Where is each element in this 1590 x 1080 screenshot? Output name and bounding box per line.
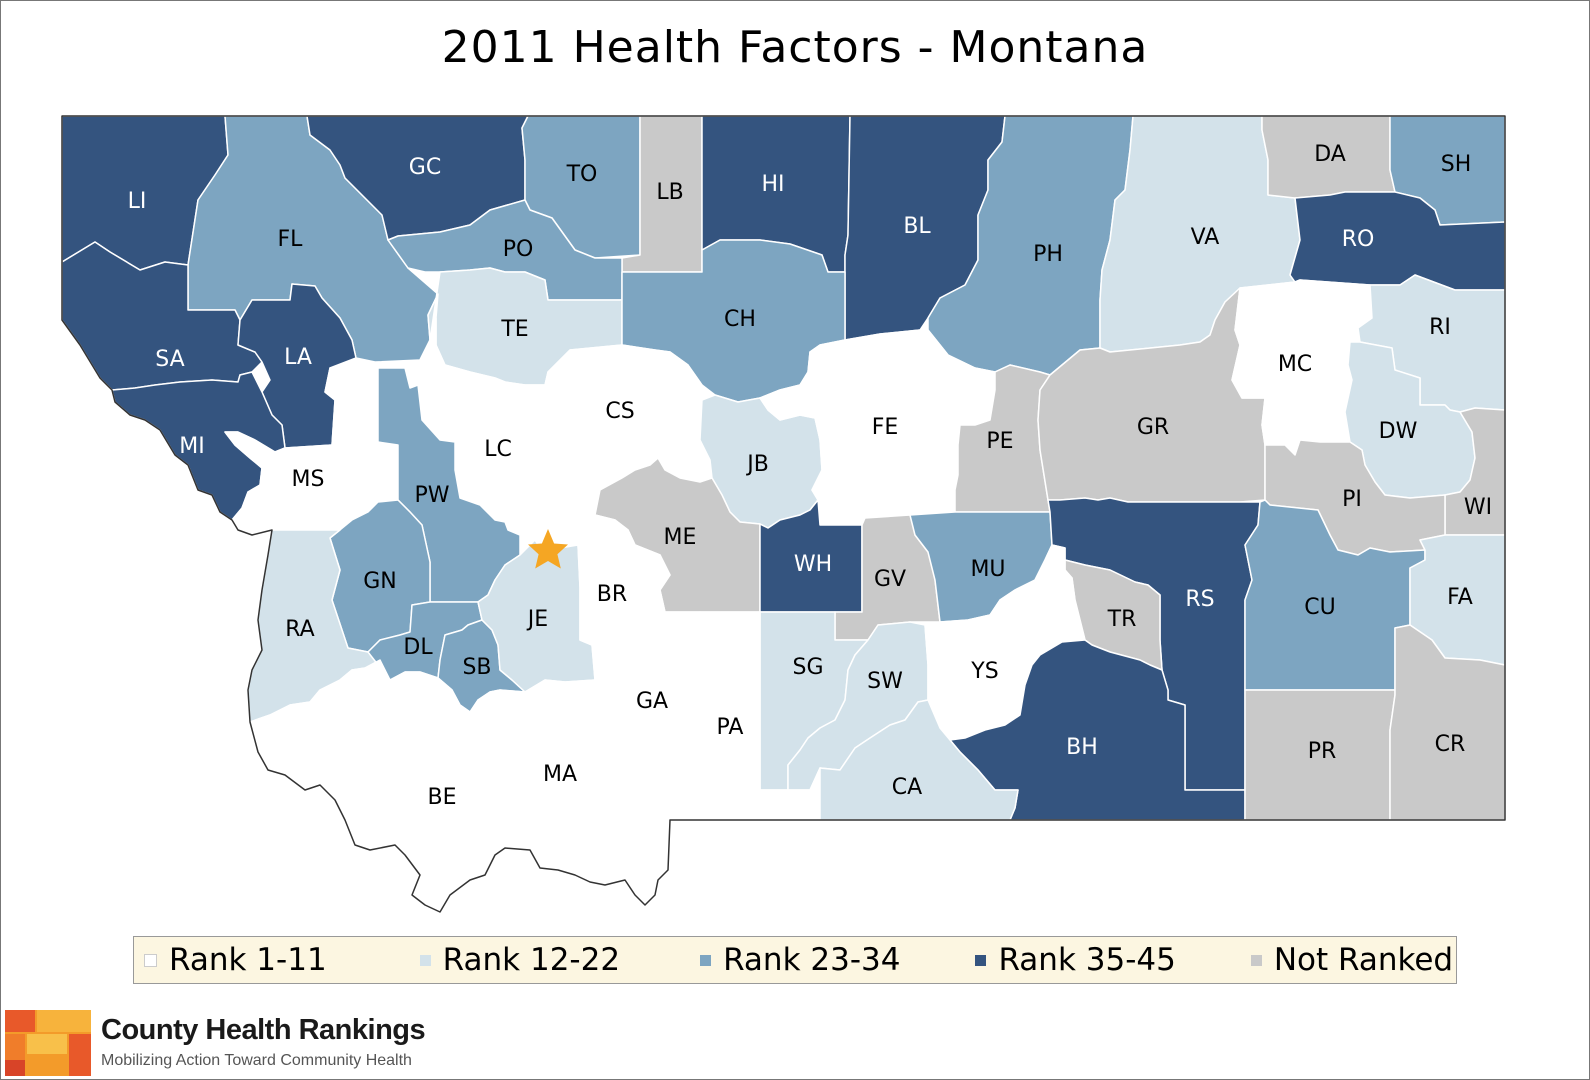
county-label-cu: CU [1304,595,1335,620]
county-label-te: TE [500,317,528,342]
county-label-dl: DL [403,635,433,660]
county-label-je: JE [526,607,548,632]
county-label-gv: GV [874,567,906,592]
county-labels-layer: LI FL GC TO LB HI BL PH VA DA SH RO PO TE CH SA LA MI MS LC… [128,142,1493,810]
county-label-sw: SW [867,669,903,694]
county-label-ch: CH [724,307,756,332]
county-label-cs: CS [605,399,634,424]
county-br [577,514,671,681]
county-label-gc: GC [409,155,441,180]
legend-swatch [419,954,431,966]
legend-label: Rank 35-45 [998,942,1176,978]
legend-label: Rank 1-11 [169,942,327,978]
county-label-hi: HI [761,172,784,197]
county-label-ph: PH [1033,242,1063,267]
legend-item-not-ranked: Not Ranked [1250,942,1454,978]
county-label-br: BR [597,582,627,607]
county-label-sh: SH [1441,152,1472,177]
county-label-wi: WI [1464,495,1492,520]
county-label-la: LA [284,345,312,370]
county-label-pi: PI [1342,487,1362,512]
county-label-sg: SG [792,655,823,680]
county-label-fa: FA [1447,585,1473,610]
state-outline [61,115,1506,913]
county-label-mc: MC [1278,352,1312,377]
county-label-bh: BH [1066,735,1098,760]
county-label-tr: TR [1107,607,1137,632]
county-label-ro: RO [1342,227,1375,252]
legend-label: Not Ranked [1273,942,1454,978]
county-label-pw: PW [414,483,449,508]
county-label-ma: MA [543,762,577,787]
map-title: 2011 Health Factors - Montana [441,22,1149,73]
legend-item-rank-12-22: Rank 12-22 [419,942,621,978]
county-label-pr: PR [1308,739,1337,764]
legend-swatch [700,954,712,966]
county-label-ri: RI [1429,315,1451,340]
legend: Rank 1-11 Rank 12-22 Rank 23-34 Rank 35-… [133,936,1457,984]
logo-title: County Health Rankings [101,1014,426,1046]
legend-item-rank-35-45: Rank 35-45 [975,942,1176,978]
county-pa [669,611,821,821]
counties-layer [61,115,1506,913]
county-label-ms: MS [292,467,325,492]
county-label-ga: GA [636,689,668,714]
county-label-fe: FE [872,415,899,440]
county-label-me: ME [664,525,697,550]
county-label-pe: PE [986,429,1013,454]
county-label-mi: MI [179,434,204,459]
county-label-to: TO [566,162,598,187]
legend-label: Rank 12-22 [442,942,621,978]
county-label-da: DA [1314,142,1346,167]
county-label-fl: FL [278,227,304,252]
county-label-wh: WH [794,552,832,577]
county-label-ys: YS [970,659,998,684]
county-label-va: VA [1191,225,1220,250]
county-label-rs: RS [1185,587,1214,612]
county-label-dw: DW [1379,419,1418,444]
legend-swatch [1250,954,1262,966]
county-ma [469,679,626,886]
county-label-mu: MU [970,557,1005,582]
legend-label: Rank 23-34 [723,942,901,978]
county-label-be: BE [428,785,457,810]
county-label-ca: CA [892,775,922,800]
county-health-rankings-logo-icon [5,1010,91,1076]
county-label-gn: GN [363,569,397,594]
county-label-li: LI [128,189,147,214]
county-label-lb: LB [656,180,683,205]
county-label-bl: BL [903,214,931,239]
logo-subtitle: Mobilizing Action Toward Community Healt… [101,1052,412,1069]
county-label-sb: SB [462,655,491,680]
county-label-gr: GR [1137,415,1169,440]
county-label-pa: PA [717,715,744,740]
county-label-po: PO [503,237,534,262]
county-label-cr: CR [1435,732,1466,757]
star-icon [528,529,568,569]
county-label-jb: JB [745,452,769,477]
legend-swatch [975,954,987,966]
county-label-sa: SA [155,347,184,372]
legend-swatch [144,953,157,967]
county-label-lc: LC [484,437,512,462]
legend-item-rank-23-34: Rank 23-34 [700,942,900,978]
county-label-ra: RA [285,617,314,642]
legend-item-rank-1-11: Rank 1-11 [144,942,327,978]
